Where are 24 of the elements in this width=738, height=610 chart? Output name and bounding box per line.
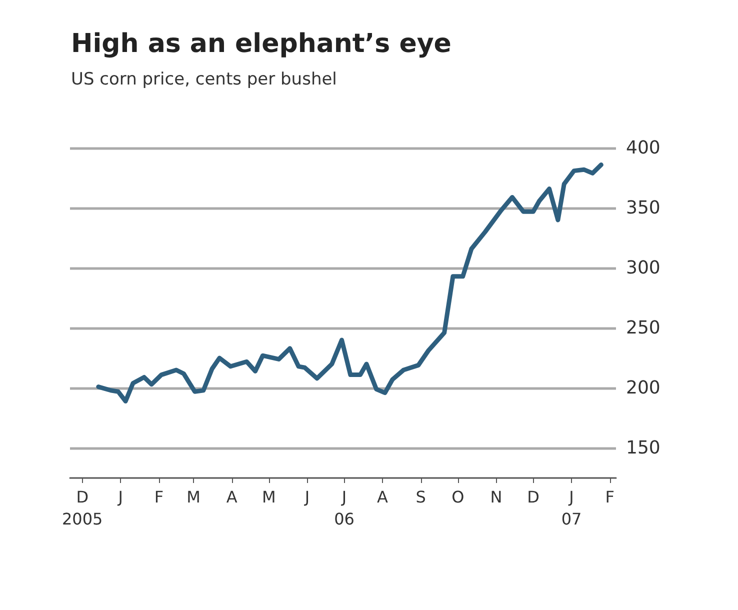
x-tick-label: N	[490, 488, 502, 506]
x-tick-label: J 07	[561, 488, 582, 528]
line-series	[96, 162, 604, 404]
x-tick-label: M	[186, 488, 200, 506]
x-tick-label: F	[605, 488, 614, 506]
y-tick-label: 150	[626, 438, 660, 458]
y-tick-label: 350	[626, 198, 660, 218]
x-tick-label: M	[262, 488, 276, 506]
x-tick-label: J 06	[334, 488, 354, 528]
y-tick-label: 400	[626, 138, 660, 158]
y-tick-label: 250	[626, 318, 660, 338]
x-tick-label: S	[416, 488, 426, 506]
y-tick-label: 300	[626, 258, 660, 278]
chart-title: High as an elephant’s eye	[71, 29, 452, 59]
x-tick-label: J	[304, 488, 310, 506]
x-tick-label: A	[226, 488, 238, 506]
x-tick-label: D 2005	[62, 488, 103, 528]
x-tick-label: J	[117, 488, 124, 506]
y-tick-label: 200	[626, 378, 660, 398]
chart-subtitle: US corn price, cents per bushel	[71, 70, 337, 90]
x-tick-label: F	[154, 488, 164, 506]
x-tick-label: D	[527, 488, 540, 506]
x-tick-label: O	[452, 488, 464, 506]
x-tick-label: A	[377, 488, 388, 506]
